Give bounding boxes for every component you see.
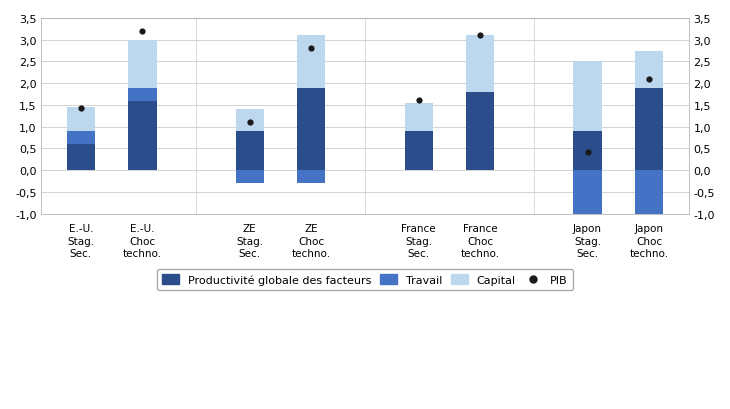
Bar — [297, 36, 326, 88]
Bar — [404, 103, 433, 132]
Bar — [404, 132, 433, 171]
Bar — [574, 171, 602, 231]
Legend: Productivité globale des facteurs, Travail, Capital, PIB: Productivité globale des facteurs, Trava… — [157, 269, 573, 290]
Bar — [297, 88, 326, 171]
Bar — [635, 88, 663, 171]
Bar — [67, 132, 95, 145]
Bar — [574, 62, 602, 132]
Bar — [128, 40, 156, 88]
Bar — [297, 171, 326, 184]
Bar — [67, 108, 95, 132]
Bar — [236, 132, 264, 171]
Bar — [236, 171, 264, 184]
Bar — [236, 110, 264, 132]
Bar — [574, 132, 602, 171]
Bar — [67, 145, 95, 171]
Bar — [635, 171, 663, 231]
Bar — [635, 52, 663, 88]
Bar — [466, 36, 494, 93]
Bar — [128, 88, 156, 101]
Bar — [128, 101, 156, 171]
Bar — [466, 93, 494, 171]
